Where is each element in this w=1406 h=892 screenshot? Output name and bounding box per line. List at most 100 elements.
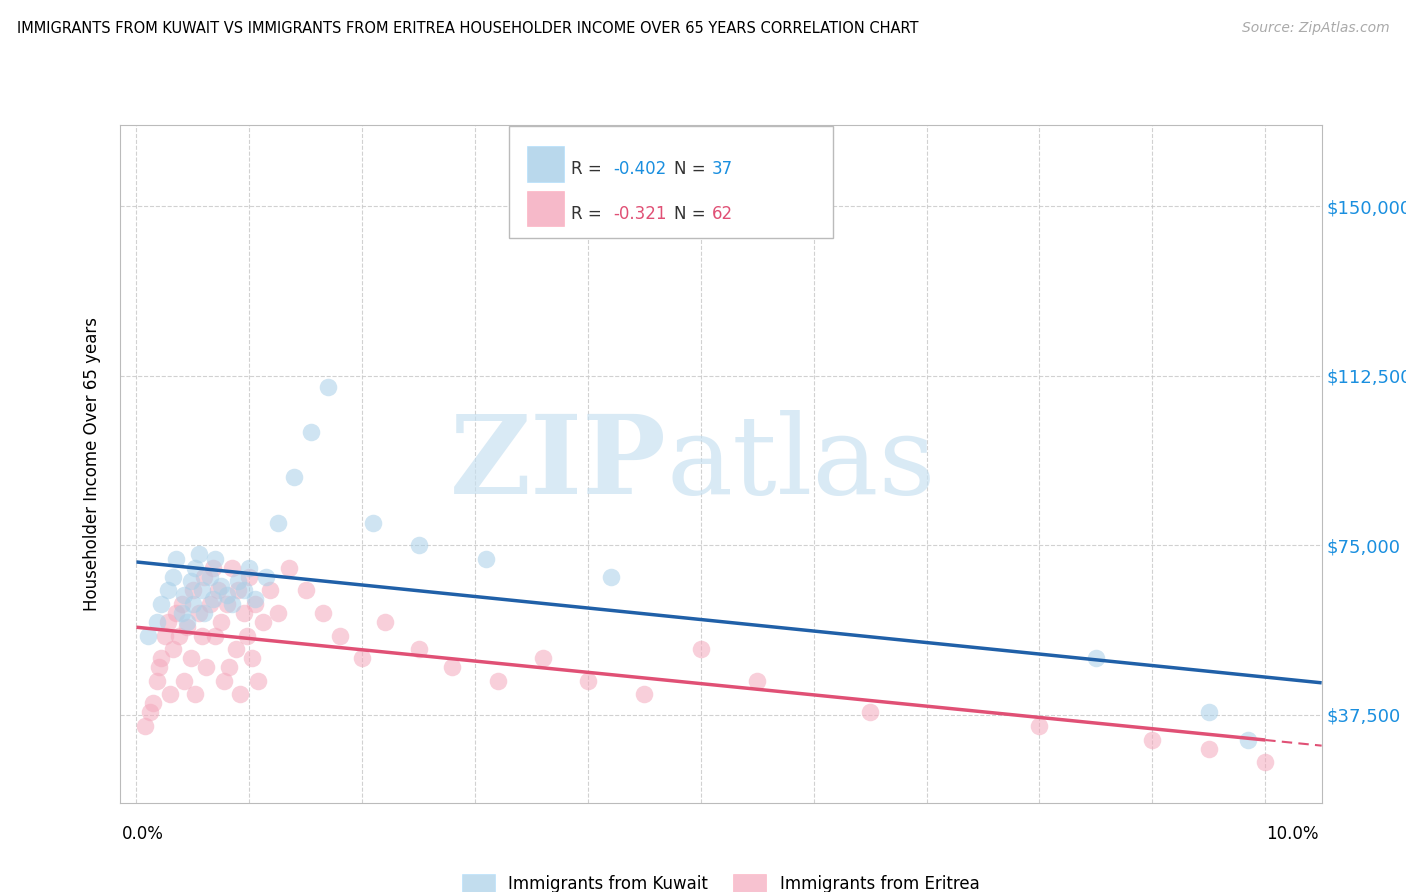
Point bbox=[162, 570, 184, 584]
Point bbox=[176, 615, 198, 629]
Point bbox=[1142, 732, 1164, 747]
Point bbox=[218, 660, 240, 674]
Point bbox=[1198, 706, 1220, 720]
Point bbox=[232, 606, 254, 620]
Point bbox=[247, 673, 270, 688]
Point bbox=[232, 583, 254, 598]
Point bbox=[633, 687, 655, 701]
Text: 10.0%: 10.0% bbox=[1267, 825, 1319, 843]
Point bbox=[209, 579, 232, 593]
Point bbox=[142, 697, 165, 711]
Point bbox=[198, 570, 221, 584]
Point bbox=[312, 606, 335, 620]
Point bbox=[198, 597, 221, 611]
Point bbox=[145, 673, 167, 688]
Point bbox=[150, 597, 173, 611]
Text: 37: 37 bbox=[711, 161, 733, 178]
Point bbox=[187, 547, 209, 561]
Point bbox=[408, 538, 430, 552]
Point bbox=[207, 583, 229, 598]
Point bbox=[162, 642, 184, 657]
Point bbox=[243, 597, 266, 611]
Point bbox=[576, 673, 599, 688]
Point bbox=[202, 561, 225, 575]
Point bbox=[226, 574, 249, 589]
Text: N =: N = bbox=[673, 205, 710, 223]
Point bbox=[254, 570, 277, 584]
Text: 62: 62 bbox=[711, 205, 733, 223]
Point bbox=[240, 651, 263, 665]
Point bbox=[859, 706, 882, 720]
Point bbox=[180, 574, 202, 589]
Point bbox=[283, 470, 305, 484]
Point bbox=[193, 606, 215, 620]
Point bbox=[184, 687, 207, 701]
Point bbox=[173, 588, 195, 602]
Point bbox=[266, 606, 288, 620]
Text: R =: R = bbox=[571, 205, 607, 223]
Text: Source: ZipAtlas.com: Source: ZipAtlas.com bbox=[1241, 21, 1389, 35]
Point bbox=[441, 660, 464, 674]
Point bbox=[259, 583, 281, 598]
Point bbox=[266, 516, 288, 530]
Point bbox=[209, 615, 232, 629]
Point bbox=[475, 551, 498, 566]
Y-axis label: Householder Income Over 65 years: Householder Income Over 65 years bbox=[83, 317, 101, 611]
Point bbox=[229, 687, 252, 701]
Point bbox=[136, 629, 159, 643]
Point bbox=[181, 597, 204, 611]
Text: ZIP: ZIP bbox=[450, 410, 666, 517]
Point bbox=[180, 651, 202, 665]
Point bbox=[408, 642, 430, 657]
Point bbox=[1237, 732, 1260, 747]
Point bbox=[225, 642, 247, 657]
Point bbox=[157, 583, 180, 598]
Point bbox=[252, 615, 274, 629]
Point bbox=[1028, 719, 1050, 733]
Point bbox=[193, 570, 215, 584]
Point bbox=[176, 619, 198, 633]
Point bbox=[352, 651, 374, 665]
Point bbox=[226, 583, 249, 598]
Point bbox=[153, 629, 176, 643]
Point bbox=[191, 629, 214, 643]
Legend: Immigrants from Kuwait, Immigrants from Eritrea: Immigrants from Kuwait, Immigrants from … bbox=[456, 868, 986, 892]
Point bbox=[374, 615, 396, 629]
Point bbox=[329, 629, 352, 643]
Point bbox=[187, 606, 209, 620]
Point bbox=[294, 583, 316, 598]
Point bbox=[165, 606, 187, 620]
Point bbox=[169, 629, 191, 643]
Point bbox=[238, 561, 260, 575]
Point bbox=[202, 592, 225, 607]
Point bbox=[363, 516, 385, 530]
Point bbox=[221, 597, 243, 611]
Point bbox=[1198, 741, 1220, 756]
Point bbox=[170, 597, 193, 611]
Point bbox=[236, 629, 259, 643]
Point bbox=[204, 629, 226, 643]
Point bbox=[689, 642, 711, 657]
Point bbox=[318, 380, 340, 394]
Point bbox=[165, 551, 187, 566]
Text: -0.321: -0.321 bbox=[613, 205, 666, 223]
Point bbox=[191, 583, 214, 598]
Point bbox=[139, 706, 162, 720]
Point bbox=[277, 561, 299, 575]
Point bbox=[243, 592, 266, 607]
Point bbox=[747, 673, 769, 688]
Text: atlas: atlas bbox=[666, 410, 936, 517]
Point bbox=[204, 551, 226, 566]
Point bbox=[195, 660, 218, 674]
Text: 0.0%: 0.0% bbox=[122, 825, 165, 843]
Point bbox=[157, 615, 180, 629]
Text: R =: R = bbox=[571, 161, 607, 178]
Point bbox=[486, 673, 509, 688]
Point bbox=[1254, 755, 1277, 769]
Point bbox=[181, 583, 204, 598]
Point bbox=[159, 687, 181, 701]
Point bbox=[184, 561, 207, 575]
Point bbox=[145, 615, 167, 629]
Text: -0.402: -0.402 bbox=[613, 161, 666, 178]
Point bbox=[238, 570, 260, 584]
